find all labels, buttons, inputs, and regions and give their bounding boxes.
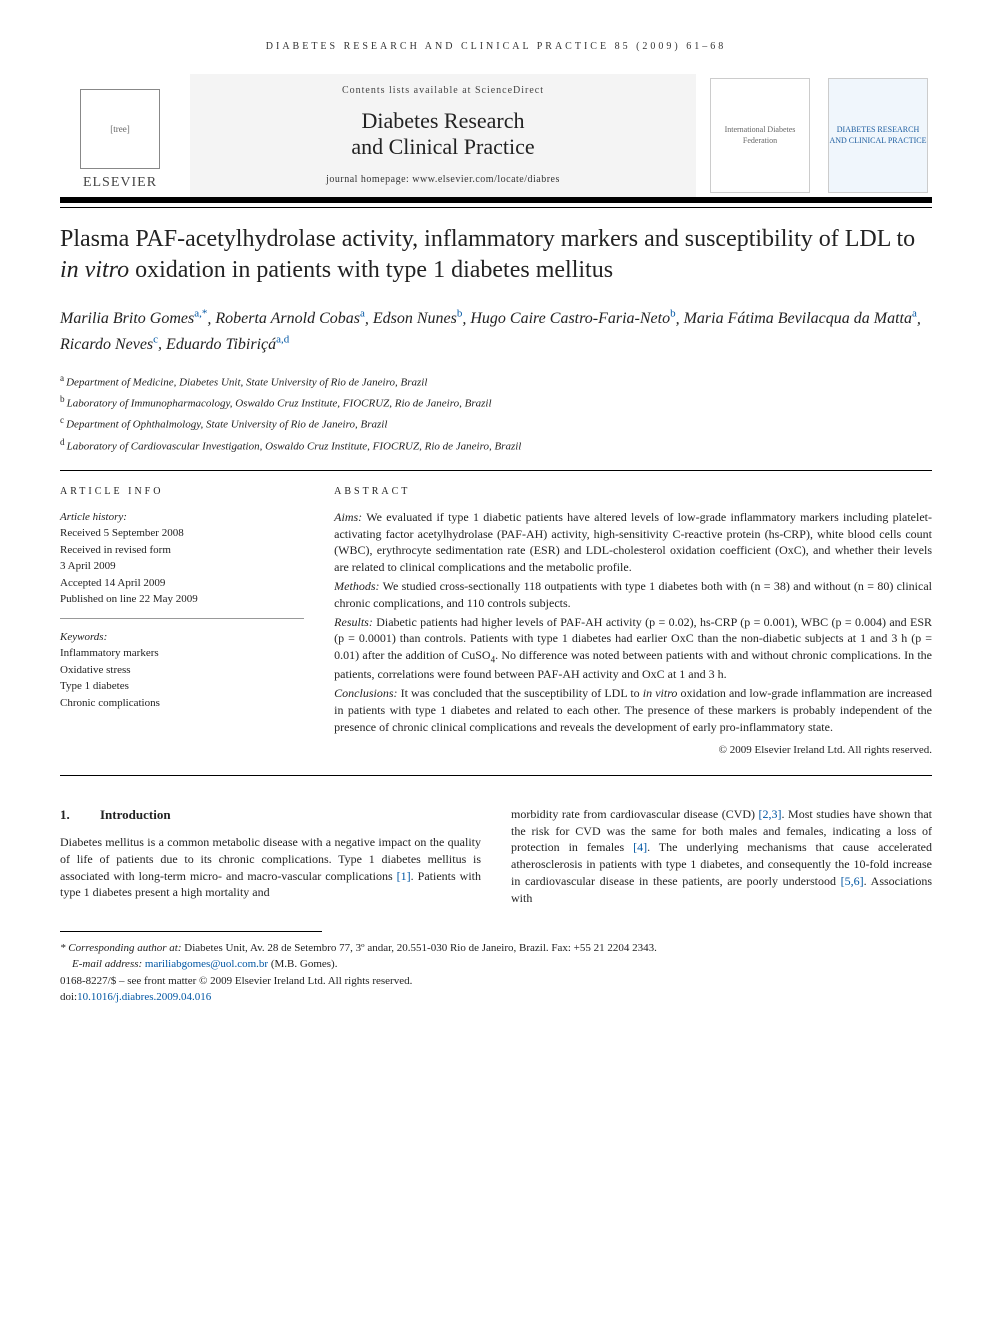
- corresponding-email: E-mail address: mariliabgomes@uol.com.br…: [72, 956, 932, 973]
- issn-line: 0168-8227/$ – see front matter © 2009 El…: [60, 973, 932, 990]
- affiliation: dLaboratory of Cardiovascular Investigat…: [60, 435, 932, 456]
- contents-available-line[interactable]: Contents lists available at ScienceDirec…: [342, 84, 544, 98]
- keyword: Oxidative stress: [60, 662, 304, 679]
- affiliation: bLaboratory of Immunopharmacology, Oswal…: [60, 392, 932, 413]
- methods-text: We studied cross-sectionally 118 outpati…: [334, 579, 932, 610]
- history-line: 3 April 2009: [60, 558, 304, 575]
- author-affil-link[interactable]: b: [457, 308, 463, 320]
- abstract-results: Results: Diabetic patients had higher le…: [334, 614, 932, 683]
- email-suffix: (M.B. Gomes).: [268, 958, 337, 970]
- methods-label: Methods:: [334, 579, 379, 593]
- author-affil-link[interactable]: b: [670, 308, 676, 320]
- email-label: E-mail address:: [72, 958, 145, 970]
- author: Edson Nunesb: [373, 310, 463, 327]
- aims-text: We evaluated if type 1 diabetic patients…: [334, 510, 932, 574]
- conclusions-text-1: It was concluded that the susceptibility…: [401, 686, 643, 700]
- corr-text: Diabetes Unit, Av. 28 de Setembro 77, 3º…: [182, 942, 657, 954]
- keywords-label: Keywords:: [60, 629, 304, 646]
- keyword: Inflammatory markers: [60, 645, 304, 662]
- elsevier-tree-icon: [tree]: [80, 89, 160, 169]
- email-link[interactable]: mariliabgomes@uol.com.br: [145, 958, 268, 970]
- ref-link-4[interactable]: [4]: [633, 840, 647, 854]
- ref-link-1[interactable]: [1]: [397, 869, 411, 883]
- journal-name: Diabetes Research and Clinical Practice: [351, 108, 534, 161]
- intro-para-2: morbidity rate from cardiovascular disea…: [511, 806, 932, 907]
- doi-link[interactable]: 10.1016/j.diabres.2009.04.016: [77, 991, 211, 1003]
- abstract-head: ABSTRACT: [334, 485, 932, 499]
- info-abstract-row: ARTICLE INFO Article history: Received 5…: [60, 485, 932, 759]
- abstract-methods: Methods: We studied cross-sectionally 11…: [334, 578, 932, 612]
- author-affil-link[interactable]: c: [153, 333, 158, 345]
- corr-label: * Corresponding author at:: [60, 942, 182, 954]
- abstract-aims: Aims: We evaluated if type 1 diabetic pa…: [334, 509, 932, 576]
- abstract-column: ABSTRACT Aims: We evaluated if type 1 di…: [334, 485, 932, 759]
- body-col-right: morbidity rate from cardiovascular disea…: [511, 806, 932, 907]
- article-history-label: Article history:: [60, 509, 304, 526]
- footnote-rule: [60, 931, 322, 932]
- intro-num: 1.: [60, 806, 100, 824]
- history-line: Published on line 22 May 2009: [60, 591, 304, 608]
- article-title: Plasma PAF-acetylhydrolase activity, inf…: [60, 224, 932, 286]
- journal-name-line1: Diabetes Research: [361, 108, 524, 133]
- author: Marilia Brito Gomesa,*: [60, 310, 207, 327]
- masthead-center: Contents lists available at ScienceDirec…: [190, 74, 696, 197]
- keyword: Type 1 diabetes: [60, 678, 304, 695]
- doi-line: doi:10.1016/j.diabres.2009.04.016: [60, 989, 932, 1006]
- running-head: DIABETES RESEARCH AND CLINICAL PRACTICE …: [60, 40, 932, 54]
- intro-heading: 1.Introduction: [60, 806, 481, 824]
- article-info-column: ARTICLE INFO Article history: Received 5…: [60, 485, 304, 759]
- intro-heading-text: Introduction: [100, 807, 171, 822]
- affiliation: cDepartment of Ophthalmology, State Univ…: [60, 413, 932, 434]
- abstract-copyright: © 2009 Elsevier Ireland Ltd. All rights …: [334, 743, 932, 758]
- body-col-left: 1.Introduction Diabetes mellitus is a co…: [60, 806, 481, 907]
- title-rule: [60, 207, 932, 208]
- doi-label: doi:: [60, 991, 77, 1003]
- journal-name-line2: and Clinical Practice: [351, 134, 534, 159]
- author-affil-link[interactable]: a: [912, 308, 917, 320]
- footnotes: * Corresponding author at: Diabetes Unit…: [60, 940, 932, 1006]
- author-affil-link[interactable]: a,*: [194, 308, 207, 320]
- author: Eduardo Tibiriçáa,d: [166, 336, 289, 353]
- author-affil-link[interactable]: a: [360, 308, 365, 320]
- title-part-em: in vitro: [60, 257, 129, 283]
- title-part-pre: Plasma PAF-acetylhydrolase activity, inf…: [60, 226, 915, 252]
- intro-c2a: morbidity rate from cardiovascular disea…: [511, 807, 759, 821]
- journal-homepage[interactable]: journal homepage: www.elsevier.com/locat…: [326, 173, 560, 187]
- author: Ricardo Nevesc: [60, 336, 158, 353]
- publisher-name: ELSEVIER: [83, 173, 157, 193]
- abstract-conclusions: Conclusions: It was concluded that the s…: [334, 685, 932, 735]
- publisher-logo[interactable]: [tree] ELSEVIER: [60, 74, 180, 197]
- aims-label: Aims:: [334, 510, 362, 524]
- title-part-post: oxidation in patients with type 1 diabet…: [129, 257, 613, 283]
- author: Roberta Arnold Cobasa: [215, 310, 365, 327]
- history-line: Accepted 14 April 2009: [60, 575, 304, 592]
- body-columns: 1.Introduction Diabetes mellitus is a co…: [60, 806, 932, 907]
- results-label: Results:: [334, 615, 373, 629]
- affiliation: aDepartment of Medicine, Diabetes Unit, …: [60, 371, 932, 392]
- affiliation-list: aDepartment of Medicine, Diabetes Unit, …: [60, 371, 932, 456]
- author-list: Marilia Brito Gomesa,*, Roberta Arnold C…: [60, 306, 932, 357]
- journal-cover-thumb[interactable]: DIABETES RESEARCH AND CLINICAL PRACTICE: [828, 78, 928, 193]
- rule-below-abstract: [60, 775, 932, 776]
- masthead: [tree] ELSEVIER Contents lists available…: [60, 74, 932, 203]
- keywords-block: Keywords: Inflammatory markersOxidative …: [60, 629, 304, 722]
- ref-link-56[interactable]: [5,6]: [841, 874, 864, 888]
- article-info-head: ARTICLE INFO: [60, 485, 304, 499]
- history-line: Received 5 September 2008: [60, 525, 304, 542]
- author: Maria Fátima Bevilacqua da Mattaa: [684, 310, 917, 327]
- rule-above-abstract: [60, 470, 932, 471]
- history-line: Received in revised form: [60, 542, 304, 559]
- keyword: Chronic complications: [60, 695, 304, 712]
- conclusions-label: Conclusions:: [334, 686, 397, 700]
- author-affil-link[interactable]: a,d: [276, 333, 289, 345]
- federation-logo: International Diabetes Federation: [710, 78, 810, 193]
- article-history-block: Article history: Received 5 September 20…: [60, 509, 304, 619]
- intro-para-1: Diabetes mellitus is a common metabolic …: [60, 834, 481, 901]
- conclusions-em: in vitro: [643, 686, 678, 700]
- author: Hugo Caire Castro-Faria-Netob: [470, 310, 675, 327]
- ref-link-23[interactable]: [2,3]: [759, 807, 782, 821]
- corresponding-author: * Corresponding author at: Diabetes Unit…: [60, 940, 932, 957]
